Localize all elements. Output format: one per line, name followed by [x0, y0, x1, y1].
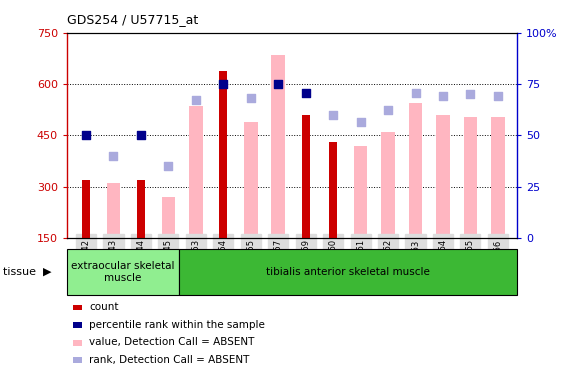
Point — [137, 132, 146, 138]
Point — [383, 107, 393, 113]
Bar — [354, 146, 367, 238]
Bar — [107, 183, 120, 238]
Bar — [329, 142, 337, 238]
Bar — [381, 132, 395, 238]
Bar — [271, 55, 285, 238]
Bar — [244, 122, 257, 238]
Point — [274, 81, 283, 87]
Bar — [464, 117, 477, 238]
Point — [466, 92, 475, 97]
Bar — [137, 180, 145, 238]
Bar — [302, 115, 310, 238]
Point — [246, 95, 256, 101]
Bar — [162, 197, 175, 238]
Point — [328, 112, 338, 118]
Point — [218, 81, 228, 87]
Bar — [491, 117, 505, 238]
Point — [164, 163, 173, 169]
Bar — [219, 71, 227, 238]
Point — [356, 119, 365, 125]
Point — [493, 93, 503, 99]
Text: percentile rank within the sample: percentile rank within the sample — [89, 320, 265, 330]
Point — [191, 97, 200, 102]
Bar — [436, 115, 450, 238]
Bar — [408, 103, 422, 238]
Point — [438, 93, 447, 99]
Point — [81, 132, 91, 138]
Text: GDS254 / U57715_at: GDS254 / U57715_at — [67, 13, 198, 26]
Bar — [189, 107, 203, 238]
Text: count: count — [89, 302, 119, 312]
Point — [109, 153, 118, 159]
Text: rank, Detection Call = ABSENT: rank, Detection Call = ABSENT — [89, 355, 249, 365]
Text: value, Detection Call = ABSENT: value, Detection Call = ABSENT — [89, 337, 254, 347]
Text: extraocular skeletal
muscle: extraocular skeletal muscle — [71, 261, 175, 283]
Point — [301, 90, 310, 96]
Bar — [82, 180, 90, 238]
Text: tibialis anterior skeletal muscle: tibialis anterior skeletal muscle — [266, 267, 430, 277]
Text: tissue  ▶: tissue ▶ — [3, 267, 51, 277]
Point — [411, 90, 420, 96]
